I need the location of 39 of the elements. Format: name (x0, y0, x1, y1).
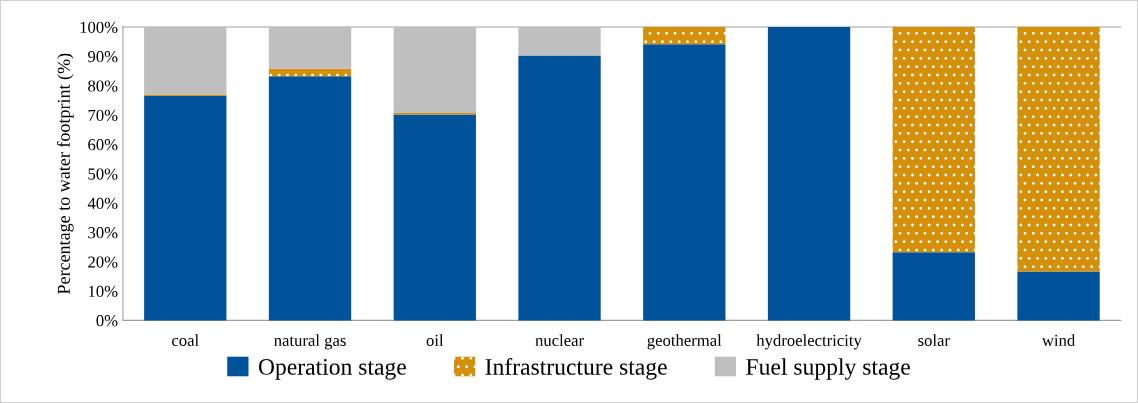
y-axis-title: Percentage to water footprint (%) (57, 53, 74, 294)
x-tick-label: coal (172, 334, 199, 346)
y-tick-label: 90% (88, 51, 118, 63)
y-tick-label: 70% (88, 109, 118, 122)
y-tick-label: 40% (87, 197, 118, 210)
x-tick-label: geothermal (647, 334, 722, 350)
x-tick-label: natural gas (274, 334, 346, 350)
bar (144, 27, 227, 95)
bar (892, 27, 975, 253)
y-tick-label: 80% (88, 80, 118, 92)
bar (767, 27, 851, 321)
legend-label: Fuel supply stage (746, 358, 910, 380)
y-tick-label: 60% (88, 139, 118, 151)
bar (268, 68, 352, 77)
bar (1017, 27, 1100, 272)
bar (518, 27, 601, 56)
bar (643, 44, 726, 321)
x-tick-label: wind (1041, 334, 1076, 346)
y-tick-label: 20% (88, 256, 118, 268)
y-tick-label: 0% (96, 315, 118, 327)
bar (393, 114, 476, 321)
bar (643, 27, 726, 45)
legend-label: Operation stage (258, 359, 406, 380)
x-tick-label: nuclear (535, 334, 584, 346)
bar (393, 27, 476, 113)
bar (144, 95, 227, 321)
y-tick-label: 100% (80, 21, 118, 33)
y-tick-label: 50% (88, 168, 118, 180)
y-tick-label: 30% (88, 227, 118, 239)
bar (268, 27, 352, 69)
bar (268, 76, 352, 321)
y-tick-label: 10% (88, 285, 118, 298)
legend-label: Infrastructure stage (485, 358, 667, 380)
bar (892, 252, 975, 321)
x-tick-label: solar (918, 334, 950, 346)
bar (518, 55, 601, 321)
x-tick-label: oil (426, 334, 444, 346)
bar (1017, 271, 1100, 321)
x-tick-label: hydroelectricity (756, 334, 862, 350)
